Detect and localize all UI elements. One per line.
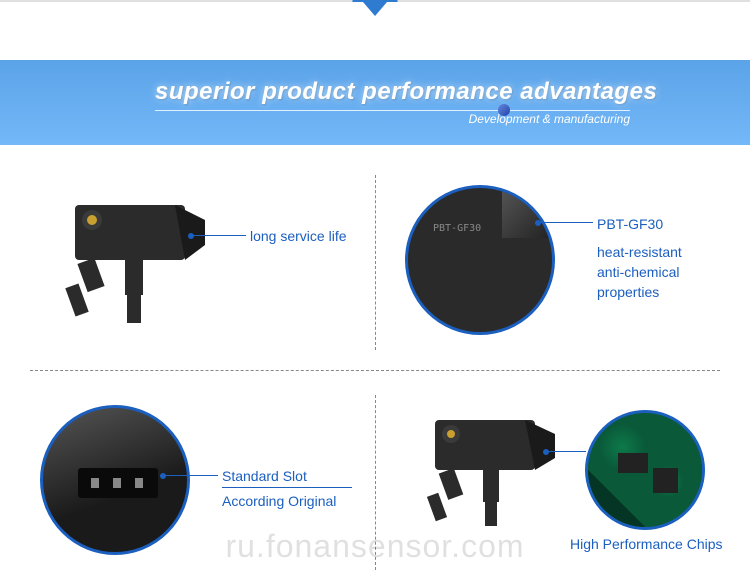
divider-horizontal xyxy=(30,370,720,371)
pointer-dot xyxy=(543,449,549,455)
pointer-line xyxy=(546,451,586,452)
feature-cell-material: PBT-GF30 PBT-GF30 heat-resistant anti-ch… xyxy=(395,175,735,350)
label-underline xyxy=(222,487,352,488)
header-underline xyxy=(155,110,630,111)
header-banner: superior product performance advantages … xyxy=(0,60,750,145)
header-title: superior product performance advantages xyxy=(155,78,657,106)
header-subtitle: Development & manufacturing xyxy=(469,112,630,126)
watermark: ru.fonansensor.com xyxy=(225,528,524,565)
label-service-life: long service life xyxy=(250,227,347,247)
divider-vertical-top xyxy=(375,175,376,350)
pointer-dot xyxy=(160,473,166,479)
pointer-dot xyxy=(535,220,541,226)
sensor-image xyxy=(40,180,220,340)
pointer-dot xyxy=(188,233,194,239)
label-slot-line1: Standard Slot xyxy=(222,467,307,487)
material-closeup-circle: PBT-GF30 xyxy=(405,185,555,335)
label-chips: High Performance Chips xyxy=(570,535,723,555)
label-material-sub1: heat-resistant xyxy=(597,243,682,263)
chip-closeup-circle xyxy=(585,410,705,530)
label-slot-line2: According Original xyxy=(222,492,336,512)
pointer-line xyxy=(538,222,593,223)
label-material-code: PBT-GF30 xyxy=(597,215,663,235)
top-triangle-indicator xyxy=(363,2,387,16)
label-material-sub2: anti-chemical properties xyxy=(597,263,735,302)
slot-closeup-circle xyxy=(40,405,190,555)
pointer-line xyxy=(191,235,246,236)
feature-cell-service-life: long service life xyxy=(30,175,360,350)
pointer-line xyxy=(163,475,218,476)
